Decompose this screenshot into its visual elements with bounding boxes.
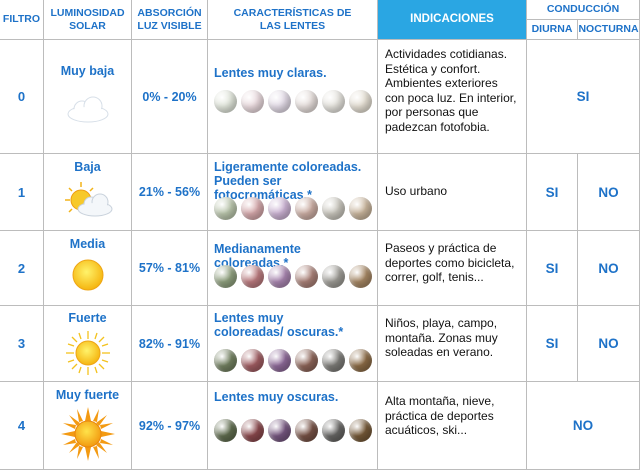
- lens-swatch: [295, 265, 318, 288]
- lens-swatch: [295, 419, 318, 442]
- absorcion-3: 82% - 91%: [132, 306, 208, 382]
- caracteristicas-0: Lentes muy claras.: [208, 40, 378, 154]
- lens-swatch: [349, 90, 372, 113]
- header-nocturna: NOCTURNA: [578, 20, 640, 40]
- indicaciones-1: Uso urbano: [378, 154, 527, 231]
- caracteristicas-text: Lentes muy coloreadas/ oscuras.*: [214, 311, 344, 339]
- header-diurna: DIURNA: [527, 20, 578, 40]
- lens-swatches: [214, 349, 372, 372]
- indicaciones-4: Alta montaña, nieve, práctica de deporte…: [378, 382, 527, 470]
- absorcion-4: 92% - 97%: [132, 382, 208, 470]
- filtro-1: 1: [0, 154, 44, 231]
- lens-swatches: [214, 265, 372, 288]
- luminosidad-label: Baja: [74, 160, 101, 174]
- lens-swatch: [214, 90, 237, 113]
- indicaciones-3: Niños, playa, campo, montaña. Zonas muy …: [378, 306, 527, 382]
- lens-swatch: [241, 197, 264, 220]
- nocturna-3: NO: [578, 306, 640, 382]
- luminosidad-0: Muy baja: [44, 40, 132, 154]
- lens-swatch: [322, 197, 345, 220]
- luminosidad-3: Fuerte: [44, 306, 132, 382]
- lens-swatch: [214, 197, 237, 220]
- absorcion-2: 57% - 81%: [132, 231, 208, 306]
- filtro-3: 3: [0, 306, 44, 382]
- caracteristicas-text: Ligeramente coloreadas. Pueden ser fotoc…: [214, 160, 362, 202]
- lens-swatch: [214, 349, 237, 372]
- lens-swatch: [268, 419, 291, 442]
- caracteristicas-3: Lentes muy coloreadas/ oscuras.*: [208, 306, 378, 382]
- conduccion-4: NO: [527, 382, 640, 470]
- luminosidad-label: Muy baja: [60, 64, 115, 78]
- filtro-0: 0: [0, 40, 44, 154]
- lens-swatch: [349, 349, 372, 372]
- absorcion-0: 0% - 20%: [132, 40, 208, 154]
- luminosidad-1: Baja: [44, 154, 132, 231]
- lens-swatch: [322, 90, 345, 113]
- filtro-2: 2: [0, 231, 44, 306]
- lens-swatch: [295, 197, 318, 220]
- luminosidad-4: Muy fuerte: [44, 382, 132, 470]
- lens-swatch: [241, 419, 264, 442]
- lens-swatch: [268, 265, 291, 288]
- diurna-2: SI: [527, 231, 578, 306]
- luminosidad-label: Muy fuerte: [55, 388, 120, 402]
- lens-swatch: [214, 419, 237, 442]
- cloud-icon: [67, 96, 108, 123]
- lens-swatch: [349, 197, 372, 220]
- header-absorcion: ABSORCIÓN LUZ VISIBLE: [132, 0, 208, 40]
- header-indicaciones: INDICACIONES: [378, 0, 527, 40]
- filtro-4: 4: [0, 382, 44, 470]
- lens-swatch: [322, 349, 345, 372]
- lens-swatches: [214, 197, 372, 220]
- header-conduccion: CONDUCCIÓN: [527, 0, 640, 20]
- lens-swatch: [268, 197, 291, 220]
- lens-swatch: [295, 90, 318, 113]
- indicaciones-2: Paseos y práctica de deportes como bicic…: [378, 231, 527, 306]
- lens-swatch: [241, 349, 264, 372]
- strong-sun-icon: [60, 407, 115, 461]
- indicaciones-0: Actividades cotidianas. Estética y confo…: [378, 40, 527, 154]
- luminosidad-2: Media: [44, 231, 132, 306]
- lens-swatch: [214, 265, 237, 288]
- lens-swatch: [268, 90, 291, 113]
- caracteristicas-4: Lentes muy oscuras.: [208, 382, 378, 470]
- sun-rays-icon: [65, 331, 110, 375]
- lens-swatches: [214, 90, 372, 113]
- sun-behind-cloud-icon: [64, 182, 112, 217]
- header-caracteristicas: CARACTERÍSTICAS DE LAS LENTES: [208, 0, 378, 40]
- lens-swatch: [295, 349, 318, 372]
- lens-swatches: [214, 419, 372, 442]
- lens-swatch: [241, 265, 264, 288]
- nocturna-2: NO: [578, 231, 640, 306]
- diurna-3: SI: [527, 306, 578, 382]
- caracteristicas-text: Lentes muy claras.: [214, 66, 327, 80]
- caracteristicas-text: Lentes muy oscuras.: [214, 390, 339, 404]
- nocturna-1: NO: [578, 154, 640, 231]
- luminosidad-label: Media: [69, 237, 106, 251]
- lens-swatch: [322, 419, 345, 442]
- header-filtro: FILTRO: [0, 0, 44, 40]
- header-luminosidad: LUMINOSIDAD SOLAR: [44, 0, 132, 40]
- absorcion-1: 21% - 56%: [132, 154, 208, 231]
- lens-swatch: [268, 349, 291, 372]
- caracteristicas-2: Medianamente coloreadas.*: [208, 231, 378, 306]
- diurna-1: SI: [527, 154, 578, 231]
- caracteristicas-text: Medianamente coloreadas.*: [214, 242, 301, 270]
- conduccion-0: SI: [527, 40, 640, 154]
- sun-icon: [72, 259, 103, 291]
- lens-swatch: [241, 90, 264, 113]
- luminosidad-label: Fuerte: [68, 311, 107, 325]
- lens-swatch: [349, 419, 372, 442]
- lens-swatch: [349, 265, 372, 288]
- lens-swatch: [322, 265, 345, 288]
- caracteristicas-1: Ligeramente coloreadas. Pueden ser fotoc…: [208, 154, 378, 231]
